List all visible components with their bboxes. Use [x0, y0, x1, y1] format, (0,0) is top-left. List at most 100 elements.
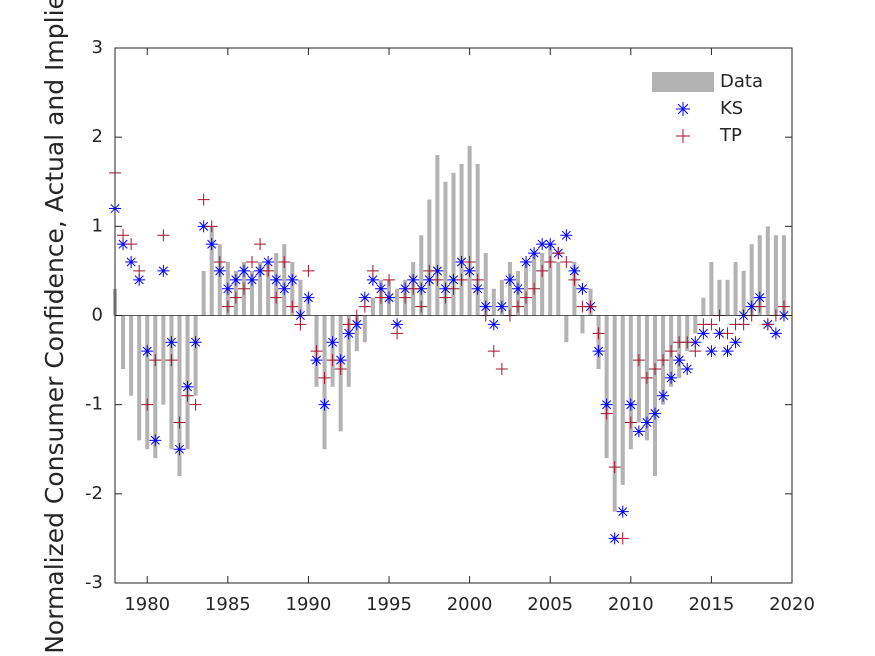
marker	[600, 407, 613, 420]
marker	[511, 282, 524, 295]
marker	[592, 345, 605, 358]
bar	[491, 288, 496, 316]
bar	[129, 315, 134, 396]
marker	[721, 345, 734, 358]
marker	[447, 273, 460, 286]
bar	[217, 244, 222, 316]
marker	[705, 318, 718, 331]
marker	[342, 318, 355, 331]
bar	[652, 315, 658, 476]
marker	[568, 264, 581, 277]
bar	[249, 270, 255, 316]
marker	[713, 327, 726, 340]
marker	[399, 291, 412, 304]
bar	[701, 297, 706, 316]
bar	[628, 315, 633, 450]
marker	[326, 336, 339, 349]
marker	[117, 238, 130, 251]
marker	[262, 264, 275, 277]
bar	[765, 226, 770, 316]
bar	[169, 315, 174, 450]
bar	[773, 235, 778, 316]
marker	[471, 273, 484, 286]
marker	[334, 363, 347, 375]
legend-marker	[676, 102, 690, 116]
bar	[121, 315, 126, 369]
marker	[479, 300, 492, 313]
marker	[149, 434, 162, 447]
marker	[681, 336, 694, 349]
bar	[725, 279, 730, 316]
marker	[447, 282, 460, 295]
marker	[205, 238, 218, 251]
bar	[201, 270, 206, 316]
marker	[334, 354, 347, 367]
marker	[133, 264, 146, 277]
marker	[665, 371, 678, 384]
marker	[366, 273, 379, 286]
marker	[237, 264, 250, 277]
bar	[443, 181, 448, 316]
plot-area	[109, 146, 792, 545]
marker	[125, 238, 138, 251]
marker	[584, 300, 597, 313]
y-tick-label: 1	[92, 215, 103, 236]
marker	[648, 407, 661, 420]
bar	[604, 315, 609, 459]
marker	[374, 282, 387, 295]
bar	[137, 315, 142, 441]
bar	[370, 297, 375, 316]
marker	[141, 345, 154, 358]
marker	[415, 282, 428, 295]
marker	[302, 264, 315, 277]
legend-label: Data	[720, 71, 763, 92]
bar	[507, 262, 512, 316]
marker	[165, 354, 178, 367]
bar	[395, 288, 400, 316]
marker	[149, 354, 162, 367]
marker	[383, 273, 396, 286]
bar	[572, 262, 577, 316]
marker	[608, 461, 621, 474]
marker	[423, 273, 436, 286]
marker	[391, 318, 404, 331]
bar	[209, 226, 214, 316]
marker	[237, 282, 250, 295]
y-tick-label: 2	[92, 126, 103, 147]
bar	[556, 262, 561, 316]
marker	[326, 354, 339, 367]
marker	[270, 273, 283, 286]
bar	[266, 262, 271, 316]
bar	[475, 163, 480, 316]
marker	[350, 318, 363, 331]
marker	[463, 264, 476, 277]
bar	[757, 235, 762, 316]
marker	[689, 336, 702, 349]
marker	[181, 389, 194, 402]
marker	[254, 238, 267, 251]
marker	[173, 443, 186, 456]
bar	[153, 315, 158, 459]
x-tick-label: 2000	[447, 594, 493, 615]
marker	[310, 345, 323, 358]
marker	[503, 273, 516, 286]
bar	[540, 253, 545, 316]
marker	[753, 300, 766, 313]
marker	[133, 273, 146, 286]
marker	[439, 291, 452, 304]
marker	[246, 256, 259, 268]
marker	[278, 282, 291, 295]
marker	[407, 273, 420, 286]
bar	[330, 315, 335, 387]
marker	[318, 371, 331, 384]
marker	[221, 300, 234, 313]
bar	[435, 155, 440, 316]
marker	[511, 300, 524, 313]
marker	[423, 264, 436, 277]
marker	[213, 256, 226, 268]
marker	[769, 327, 782, 340]
marker	[536, 238, 549, 251]
marker	[673, 354, 686, 367]
